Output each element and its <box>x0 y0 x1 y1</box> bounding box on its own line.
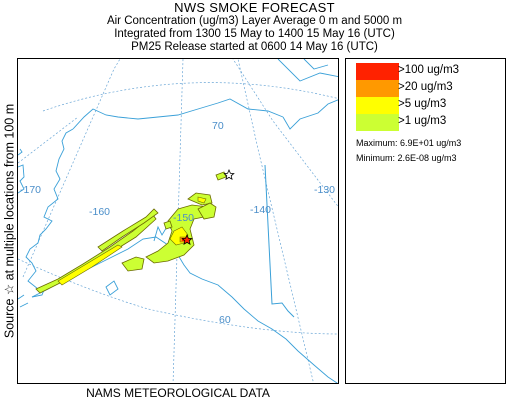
meridian-170 <box>18 116 79 164</box>
smoke-map: -170 -160 -150 -140 -130 70 60 <box>17 58 339 384</box>
st-lawrence-island <box>18 148 23 156</box>
us-canada-border <box>264 164 295 318</box>
forecast-title: NWS SMOKE FORECAST <box>174 0 335 15</box>
parallel-70 <box>42 82 338 112</box>
lon-label-160: -160 <box>89 206 110 218</box>
smoke-plume-1 <box>35 171 227 294</box>
legend-minimum: Minimum: 2.6E-08 ug/m3 <box>356 153 457 163</box>
plume-upper-streak <box>97 208 159 252</box>
meridian-130 <box>232 59 338 207</box>
legend: >100 ug/m3 >20 ug/m3 >5 ug/m3 >1 ug/m3 M… <box>345 58 506 384</box>
source-markers <box>181 168 235 246</box>
data-source-label: NAMS METEOROLOGICAL DATA <box>86 386 270 400</box>
legend-swatch-20 <box>356 80 399 97</box>
alaska-peninsula <box>31 236 338 383</box>
longitude-gridlines <box>18 59 338 383</box>
siberia-coast <box>18 164 25 194</box>
core-north <box>197 196 207 204</box>
release-start: PM25 Release started at 0600 14 May 16 (… <box>131 41 378 53</box>
source-star-fairbanks <box>223 168 235 181</box>
lon-label-130: -130 <box>314 184 335 196</box>
legend-entry-1: >1 ug/m3 <box>356 114 496 131</box>
map-canvas: -170 -160 -150 -140 -130 70 60 <box>18 59 338 383</box>
integration-period: Integrated from 1300 15 May to 1400 15 M… <box>114 28 395 40</box>
core-main-streak <box>57 244 123 286</box>
kodiak-island <box>105 280 119 296</box>
alaska-west-coast <box>25 128 74 298</box>
legend-label-20: >20 ug/m3 <box>398 81 453 93</box>
plume-small-patch <box>163 220 173 230</box>
legend-label-5: >5 ug/m3 <box>398 98 447 110</box>
lon-label-170: -170 <box>20 184 41 196</box>
aleutian-chain <box>18 294 29 308</box>
lat-label-70: 70 <box>212 120 224 132</box>
concentration-description: Air Concentration (ug/m3) Layer Average … <box>106 15 403 27</box>
plume-far-north <box>215 171 227 181</box>
meridian-140 <box>237 59 314 383</box>
lon-label-140: -140 <box>250 204 271 216</box>
alaska-north-coast <box>72 98 284 130</box>
plume-west-blob <box>121 256 145 272</box>
arctic-islands <box>277 59 338 82</box>
legend-label-1: >1 ug/m3 <box>398 115 447 127</box>
legend-swatch-100 <box>356 63 399 80</box>
legend-swatch-5 <box>356 97 399 114</box>
coastline <box>18 59 338 383</box>
canada-arctic-coast <box>282 99 338 130</box>
legend-entry-5: >5 ug/m3 <box>356 97 496 114</box>
legend-entry-20: >20 ug/m3 <box>356 80 496 97</box>
parallel-60 <box>18 258 338 335</box>
source-label-text: Source ☆ at multiple locations from 100 … <box>2 103 16 339</box>
legend-entry-100: >100 ug/m3 <box>356 63 496 80</box>
plume-east-blob <box>197 202 217 220</box>
lon-label-150: -150 <box>173 212 194 224</box>
source-star-anchorage <box>181 233 193 246</box>
legend-label-100: >100 ug/m3 <box>398 64 460 76</box>
legend-swatch-1 <box>356 114 399 131</box>
lat-label-60: 60 <box>219 314 231 326</box>
source-label: Source ☆ at multiple locations from 100 … <box>0 58 17 384</box>
legend-maximum: Maximum: 6.9E+01 ug/m3 <box>356 138 462 148</box>
